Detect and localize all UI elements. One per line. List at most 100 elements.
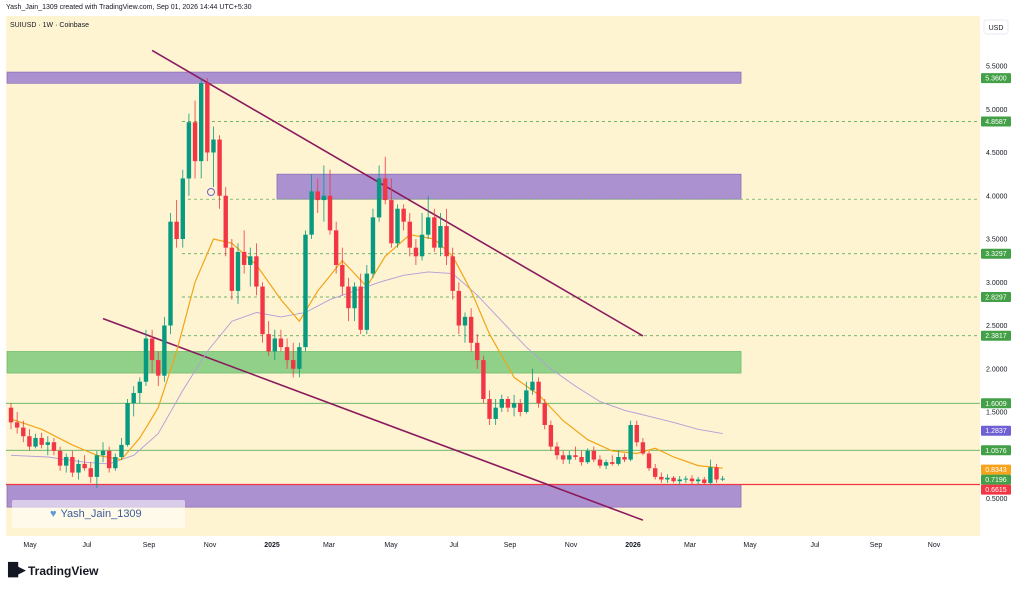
candle [671,476,676,483]
candle-body [333,230,339,265]
candle-body [628,424,633,460]
heart-icon: ♥ [50,508,57,520]
price-label-background [981,291,1011,302]
candle [248,247,253,287]
candle-body [524,390,529,412]
currency-button[interactable] [983,19,1009,35]
candle-body [462,316,468,326]
candle [425,195,431,239]
candle-body [407,221,412,248]
candle [524,381,529,414]
candle-body [119,444,124,457]
candle [689,475,695,485]
chart-frame[interactable]: SUIUSD · 1W · Coinbase USD 5.5000 5.0000 4… [0,16,1024,552]
candle-body [530,381,535,391]
candle [352,282,357,322]
candle [610,455,615,466]
candle [223,187,228,257]
candle-body [720,478,725,480]
candle [554,442,560,460]
candle-body [567,455,572,460]
price-label-text: 0.7196 [985,477,1007,484]
candle-body [603,462,609,466]
candle [444,208,449,265]
candle-body [659,476,664,480]
candle-body [241,251,247,265]
candle [407,213,412,257]
candle [677,476,682,485]
candle-body [364,273,370,330]
candle-body [518,403,523,412]
plot-background [6,16,980,536]
candle [616,450,621,466]
price-label-background [981,330,1011,341]
candle [64,453,69,473]
price-label: 3.3297 [981,248,1011,259]
support-zone-green [6,351,742,374]
candle [456,282,462,335]
tradingview-brand[interactable]: █▶ TradingView [8,563,98,578]
x-tick-label: May [23,542,37,549]
candle [143,329,149,387]
candle-body [266,334,271,352]
candle-body [702,479,707,483]
candle-body [94,455,100,477]
candle [217,135,222,209]
candle [622,453,627,463]
candle [229,239,235,300]
candle [100,442,106,463]
candle [235,243,241,304]
candle-body [223,195,228,248]
price-label: 2.8297 [981,291,1011,302]
candle-body [683,478,689,480]
candle [168,213,173,335]
candle-body [585,450,590,463]
candle [634,420,639,447]
y-tick-label: 4.0000 [986,193,1008,200]
candlestick-chart[interactable]: SUIUSD · 1W · Coinbase USD 5.5000 5.0000 4… [0,16,1024,552]
candle-body [505,399,511,408]
candle [511,394,517,417]
candle [14,412,20,434]
price-label-text: 0.6615 [985,487,1007,494]
y-tick-label: 5.5000 [986,64,1008,71]
candle [272,329,278,361]
symbol-label: SUIUSD · 1W · Coinbase [10,22,89,29]
candle-body [254,256,259,287]
price-label: 1.0576 [981,445,1011,456]
candle [8,403,14,430]
x-tick-label: 2025 [264,542,280,549]
candle [487,390,492,425]
candle-body [205,83,210,153]
candle [542,399,547,430]
candle [376,165,382,222]
candle-body [591,450,597,460]
candle [327,169,333,235]
candle [198,78,204,179]
price-label-background [981,116,1011,127]
price-label: 0.6615 [981,484,1011,495]
channel-trendline [102,317,644,521]
candle-body [260,286,265,335]
candle [401,204,406,231]
candle-body [579,456,584,463]
candle-body [309,191,314,235]
candle [88,462,93,483]
moving-average-purple [10,271,723,465]
candle [76,459,81,480]
y-tick-label: 3.5000 [986,237,1008,244]
candle [21,420,26,443]
price-label-background [981,398,1011,409]
candle [493,399,498,425]
price-label-text: 2.8297 [985,294,1007,301]
candle [260,282,265,343]
candle-body [432,217,437,248]
candle-body [401,208,406,222]
candle-body [149,338,155,361]
candle [591,446,597,463]
candle [573,446,578,460]
candle-body [450,256,455,291]
candle [585,448,590,464]
snapshot-caption: Yash_Jain_1309 created with TradingView.… [6,4,252,11]
tradingview-logo-icon: █▶ [8,563,26,578]
